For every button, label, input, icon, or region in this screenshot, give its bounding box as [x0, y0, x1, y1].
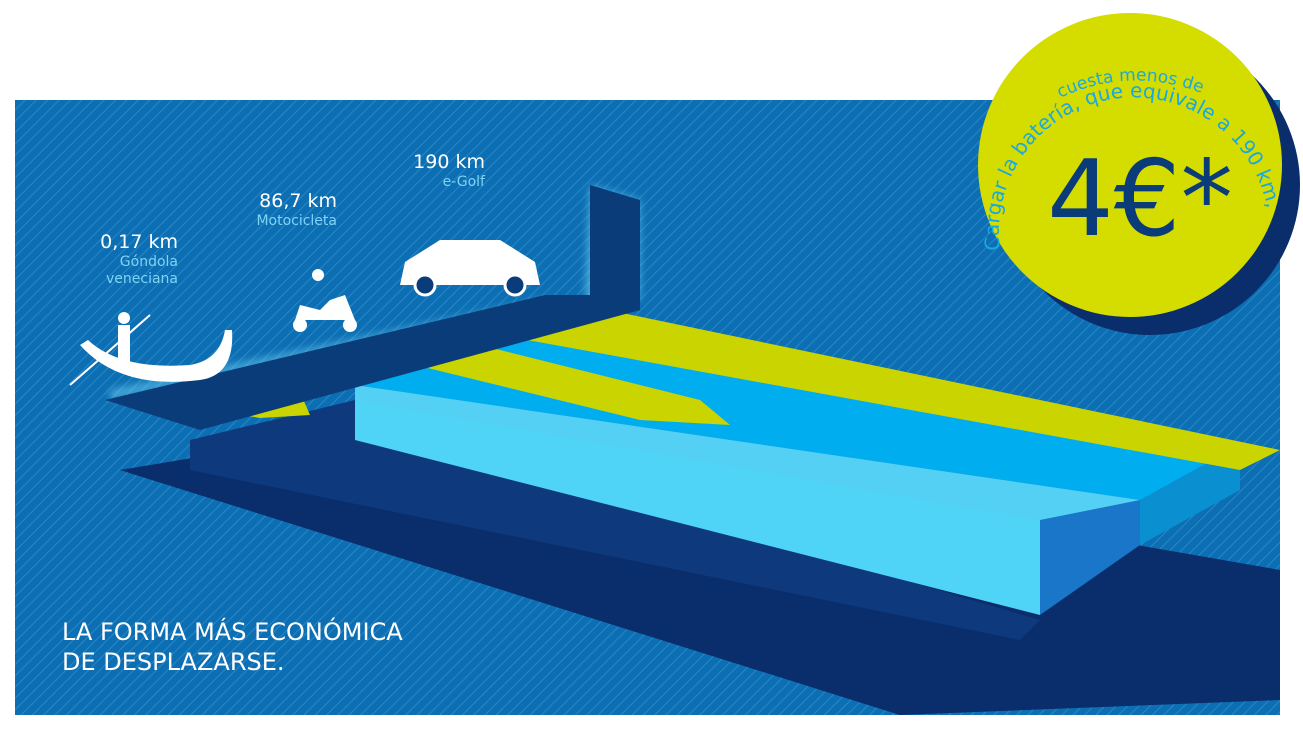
vehicle-label: Motocicleta [256, 213, 337, 229]
badge-price: 4€* [1047, 138, 1233, 260]
distance-label: 86,7 km [259, 190, 337, 212]
badge [978, 13, 1282, 317]
vehicle-label: veneciana [106, 271, 178, 287]
lane-lower [355, 400, 1040, 615]
yellow-bar-mid [395, 340, 730, 425]
distance-label: 190 km [413, 151, 485, 173]
water-dark [190, 400, 1040, 640]
scooter-icon [293, 269, 357, 332]
headline: LA FORMA MÁS ECONÓMICA [62, 616, 403, 646]
headline: DE DESPLAZARSE. [62, 648, 285, 676]
vehicle-label: e-Golf [443, 174, 486, 190]
vehicle-label: Góndola [120, 254, 178, 270]
car-icon [400, 240, 540, 297]
gondola-icon [69, 312, 233, 386]
distance-label: 0,17 km [100, 231, 178, 253]
lane-lower-side [1040, 500, 1140, 615]
lane-side [1140, 445, 1240, 545]
road [105, 185, 640, 430]
yellow-bar-long [500, 300, 1280, 470]
